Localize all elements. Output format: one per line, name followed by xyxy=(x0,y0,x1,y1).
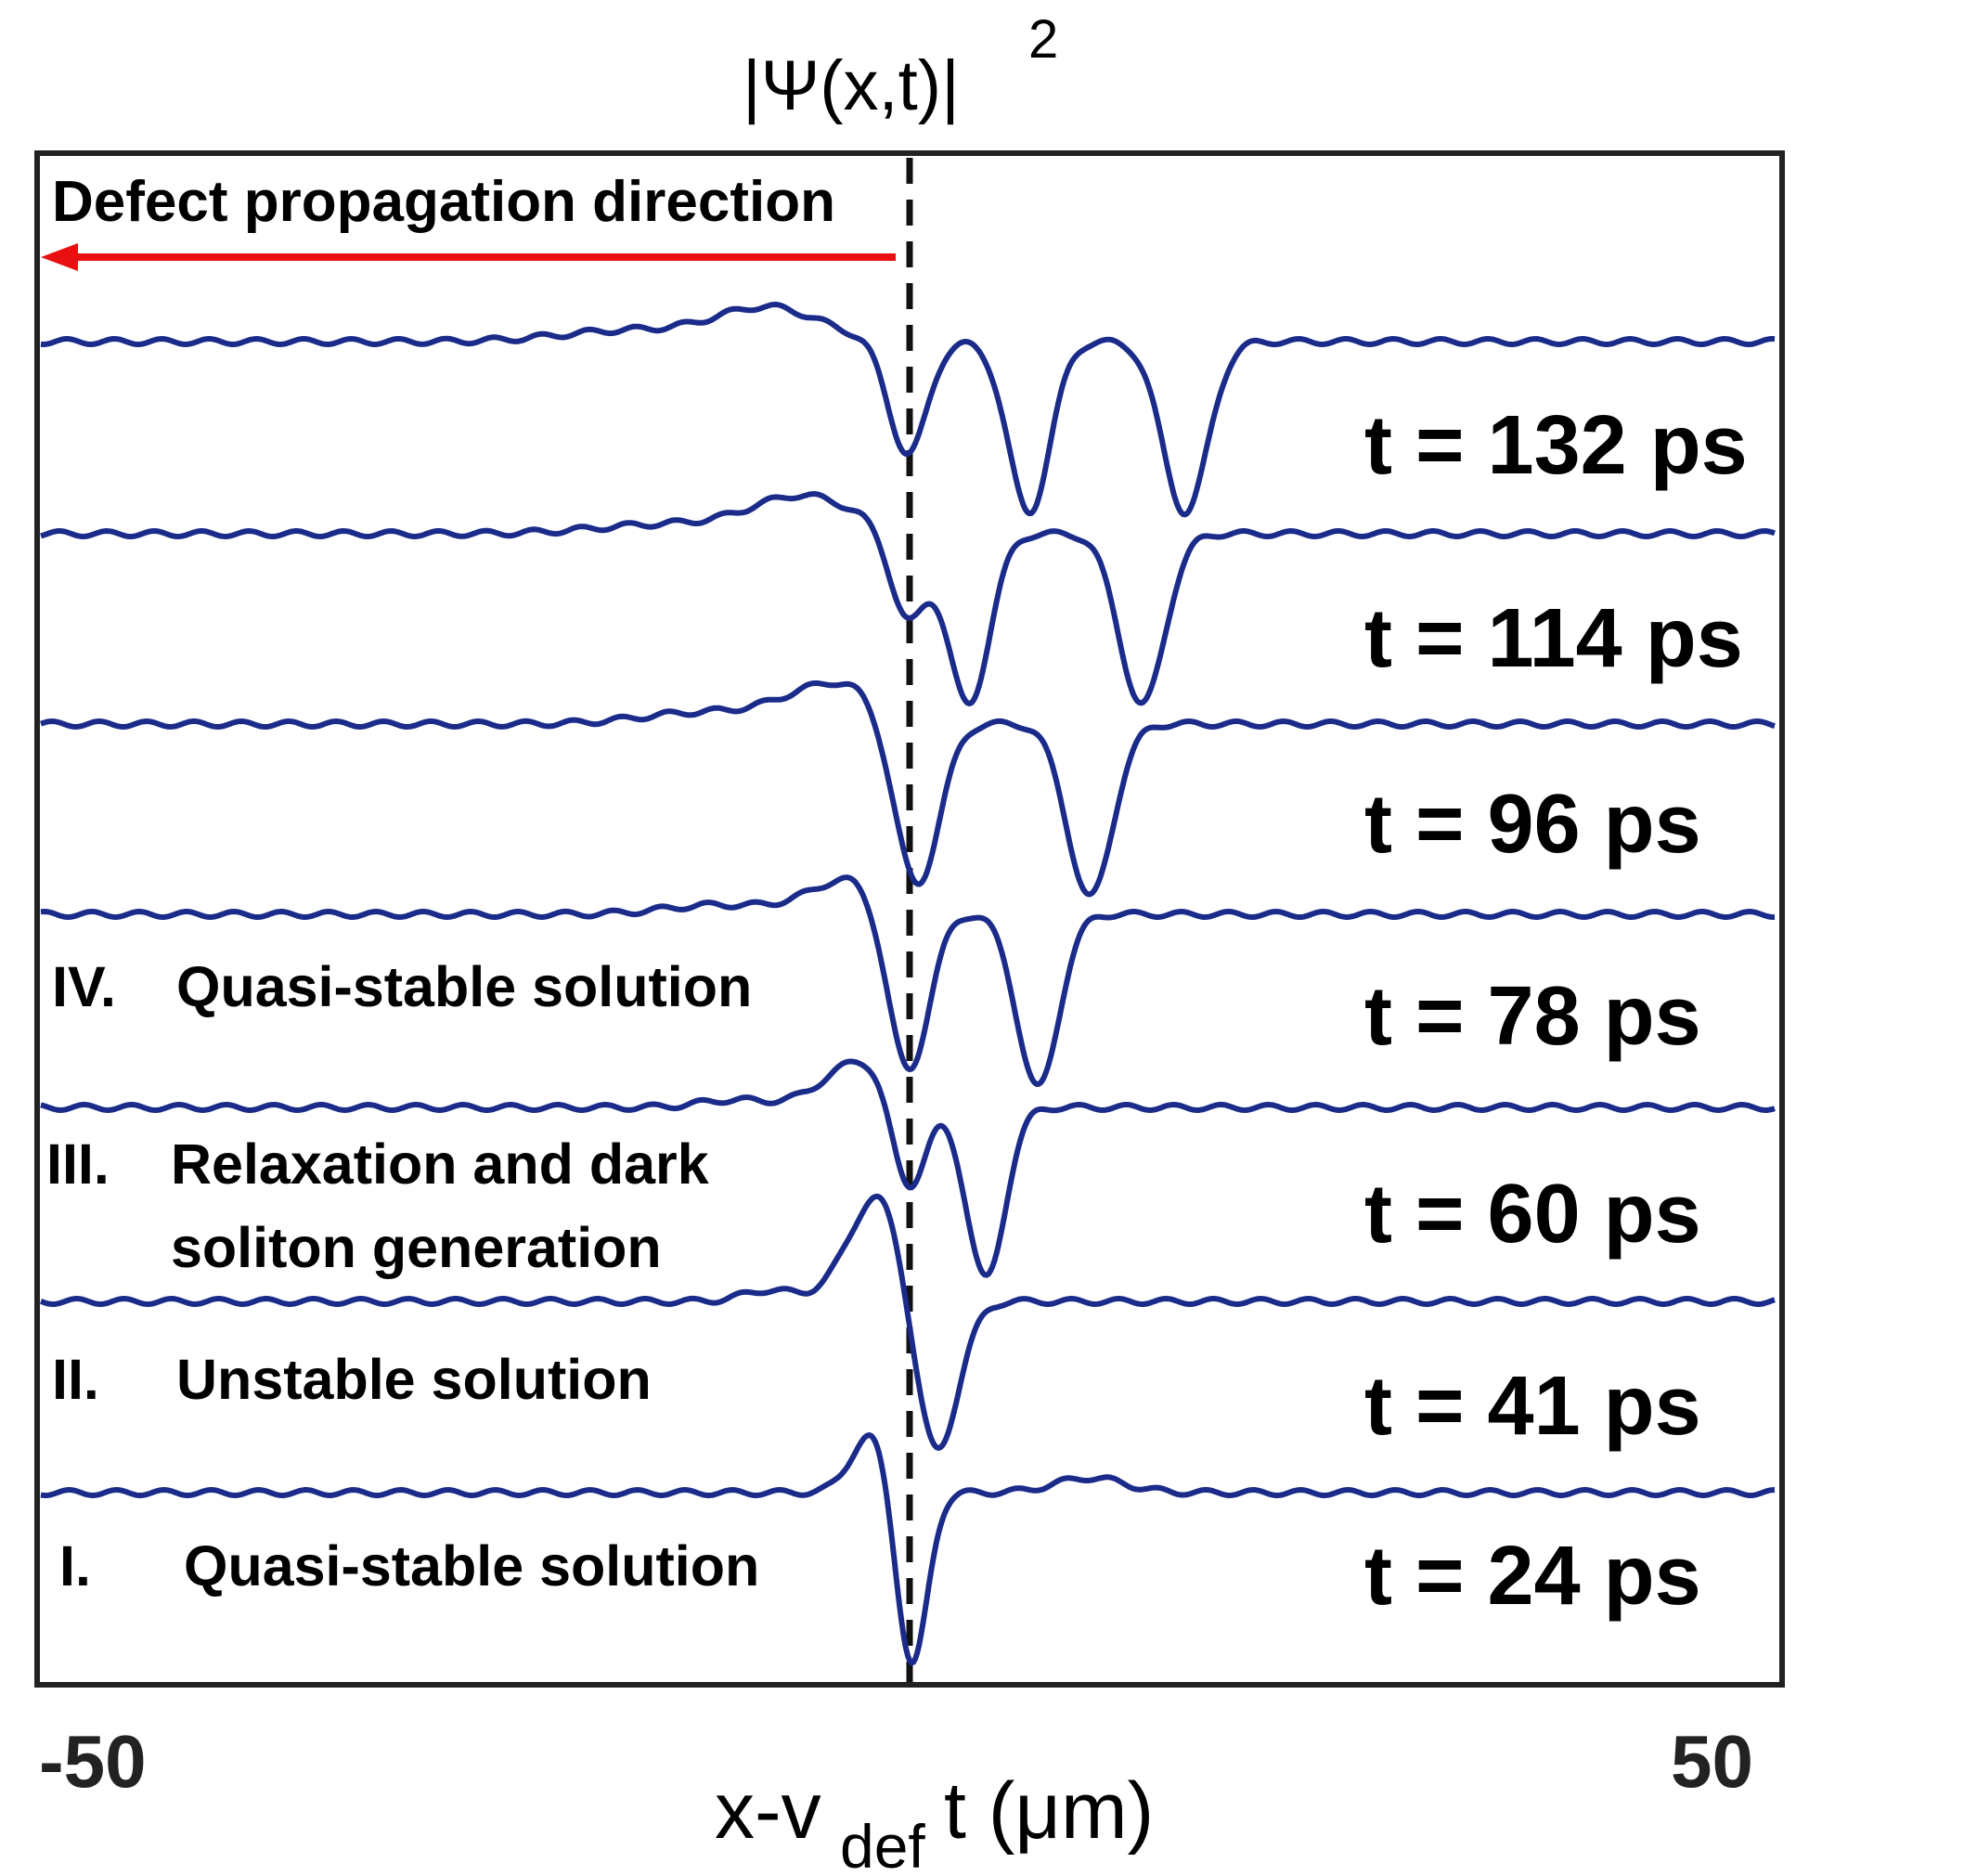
series-time-label: t = 78 ps xyxy=(1364,970,1701,1063)
stage-labels: I. Quasi-stable solution II. Unstable solut… xyxy=(46,955,759,1598)
stage-description: Quasi-stable solution xyxy=(176,955,752,1018)
series-line xyxy=(40,491,1776,707)
series-time-label: t = 41 ps xyxy=(1364,1360,1701,1453)
x-axis-label: x-v def t (μm) xyxy=(715,1766,1154,1876)
stage-number: I. xyxy=(59,1534,91,1598)
series-time-label: t = 96 ps xyxy=(1364,778,1701,871)
series-group xyxy=(40,301,1776,1667)
stage-number: II. xyxy=(52,1348,99,1411)
series-time-label: t = 114 ps xyxy=(1364,592,1743,685)
svg-text:t (μm): t (μm) xyxy=(944,1766,1154,1856)
stage-description: Quasi-stable solution xyxy=(184,1534,759,1598)
stage-description: Unstable solution xyxy=(176,1348,652,1411)
svg-text:def: def xyxy=(840,1812,925,1876)
series-line xyxy=(40,680,1776,898)
chart-title-superscript: 2 xyxy=(1028,9,1058,70)
series-line xyxy=(40,874,1776,1087)
series-time-label: t = 132 ps xyxy=(1364,399,1748,492)
series-line xyxy=(40,1193,1776,1452)
stage-number: IV. xyxy=(52,955,116,1018)
series-time-label: t = 24 ps xyxy=(1364,1530,1701,1623)
series-line xyxy=(40,1058,1776,1278)
x-tick-min: -50 xyxy=(39,1720,147,1803)
stage-description: soliton generation xyxy=(171,1216,662,1279)
propagation-arrow xyxy=(41,243,896,271)
svg-text:x-v: x-v xyxy=(715,1766,821,1856)
series-line xyxy=(40,1431,1776,1667)
time-labels: t = 132 ps t = 114 ps t = 96 ps t = 78 ps t … xyxy=(1364,399,1748,1623)
plot-frame xyxy=(34,150,1785,1688)
stage-number: III. xyxy=(46,1132,110,1196)
chart-title: |Ψ(x,t)| xyxy=(743,46,960,125)
propagation-annotation: Defect propagation direction xyxy=(52,170,835,234)
x-tick-max: 50 xyxy=(1671,1720,1753,1803)
series-time-label: t = 60 ps xyxy=(1364,1168,1701,1261)
series-line xyxy=(40,301,1776,518)
stage-description: Relaxation and dark xyxy=(171,1132,709,1196)
